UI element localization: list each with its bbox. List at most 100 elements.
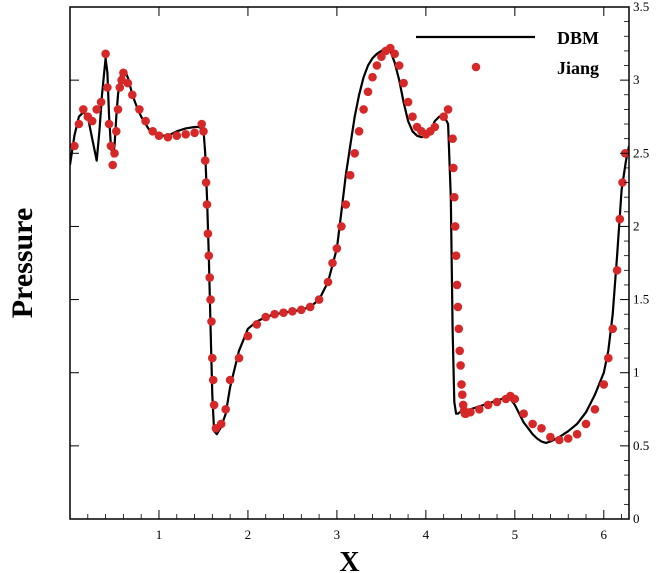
data-point [234,353,244,363]
data-point [453,302,463,312]
data-point [103,83,112,92]
data-point [372,61,382,70]
data-point [119,68,128,78]
y-tick-label: 2 [633,218,640,233]
x-tick-label: 1 [156,527,163,542]
data-point [207,317,216,326]
data-point [314,295,324,304]
data-point [225,375,235,385]
data-point [208,375,218,385]
data-point [615,214,625,224]
data-point [599,380,609,389]
data-point [243,331,253,341]
data-point [208,353,217,363]
data-point [363,87,373,97]
legend-label-dbm: DBM [557,28,599,48]
data-point [390,49,400,59]
data-point [492,397,502,407]
plot-frame [69,6,630,520]
data-point [128,90,137,100]
data-point [305,302,315,312]
data-point [203,229,213,238]
data-point [92,105,101,114]
data-point [288,307,297,316]
plot-area [70,43,629,445]
data-point [190,128,199,138]
data-point [394,61,404,70]
x-axis-title: X [339,547,359,573]
data-point [354,127,364,136]
data-point [618,178,627,187]
y-tick-label: 1.5 [633,292,649,307]
data-point [466,407,475,417]
y-tick-label: 3 [633,72,640,87]
axes: 1 2 3 4 5 6 0 0.5 1 1.5 2 2.5 3 3.5 [69,0,649,542]
data-point [328,258,337,268]
data-point [563,434,573,443]
data-point [608,324,617,334]
y-tick-label: 2.5 [633,145,649,160]
data-point [113,105,123,114]
y-tick-label: 0 [633,511,640,526]
data-point [101,49,110,59]
data-point [408,112,417,121]
data-point [74,119,84,129]
data-point [483,400,493,410]
data-point [200,156,210,165]
y-tick-label: 3.5 [633,0,649,14]
legend: DBM Jiang [416,28,599,78]
x-tick-label: 6 [601,527,608,542]
y-tick-label: 1 [633,365,640,380]
data-point [456,361,465,370]
data-point [458,390,467,400]
data-point [450,222,460,231]
data-point [612,266,622,275]
data-point [439,112,449,121]
data-point [115,83,125,92]
data-point [70,141,79,151]
data-point [172,131,182,140]
data-point [216,419,226,429]
data-point [209,400,219,410]
x-tick-label: 5 [512,527,519,542]
data-point [206,295,215,304]
data-point [475,405,484,414]
data-point [252,320,262,329]
data-point [163,132,173,142]
data-point [450,192,459,202]
legend-label-jiang: Jiang [557,58,599,78]
data-point [537,424,546,433]
data-point [454,324,464,334]
data-point [197,119,206,129]
data-point [449,163,458,173]
data-point [455,346,465,356]
data-point [261,312,271,322]
data-point [221,405,230,414]
legend-marker-swatch [471,62,481,72]
data-point [546,432,555,442]
data-point [337,222,346,231]
data-point [359,105,368,114]
data-point [443,105,453,114]
data-point [79,105,88,114]
data-point [451,251,461,260]
data-point [581,419,591,429]
data-point [403,97,413,107]
series-line-dbm [70,46,629,444]
y-tick-label: 0.5 [633,438,649,453]
data-point [590,405,600,414]
x-tick-label: 2 [245,527,252,542]
data-point [279,308,288,318]
data-point [332,244,342,253]
data-point [141,116,150,126]
data-point [108,160,117,170]
data-point [457,380,466,389]
data-point [104,119,114,129]
data-point [323,277,333,287]
data-point [112,127,121,136]
data-point [106,141,116,151]
data-point [341,200,351,209]
data-point [148,127,157,136]
data-point [555,435,564,445]
